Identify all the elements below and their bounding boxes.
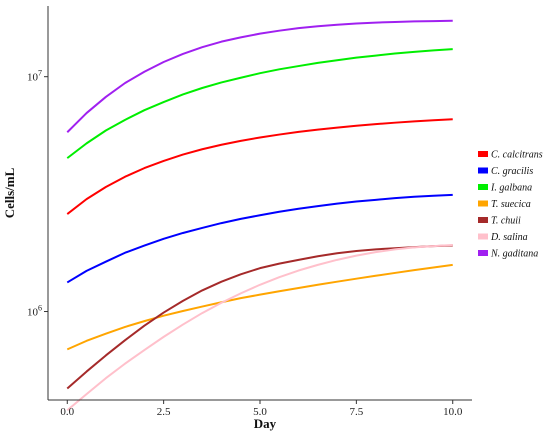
series-layer xyxy=(66,19,453,411)
legend-swatch xyxy=(478,184,488,190)
legend-label: T. suecica xyxy=(491,199,531,210)
legend: C. calcitrans C. gracilis I. galbana T. sue… xyxy=(478,150,543,260)
legend-label: I. galbana xyxy=(490,183,532,194)
x-tick-label: 2.5 xyxy=(157,406,171,418)
legend-label: C. calcitrans xyxy=(491,150,543,161)
series-line xyxy=(66,244,453,411)
y-axis: 106 107 xyxy=(27,6,49,400)
series-line xyxy=(66,48,453,159)
legend-label: C. gracilis xyxy=(491,166,533,177)
legend-swatch xyxy=(478,233,488,240)
y-tick-label: 107 xyxy=(27,69,42,84)
x-axis-title: Day xyxy=(254,416,277,431)
legend-swatch xyxy=(478,217,488,223)
series-line xyxy=(66,118,453,215)
legend-label: D. salina xyxy=(490,232,528,243)
series-line xyxy=(66,263,453,351)
x-tick-label: 10.0 xyxy=(443,406,463,418)
y-axis-title: Cells/mL xyxy=(2,167,17,218)
series-line xyxy=(66,19,453,133)
legend-label: N. gaditana xyxy=(490,249,538,260)
legend-label: T. chuii xyxy=(491,216,521,227)
x-tick-label: 5.0 xyxy=(253,406,267,418)
series-line xyxy=(66,193,453,284)
legend-swatch xyxy=(478,151,488,157)
legend-swatch xyxy=(478,167,488,174)
legend-swatch xyxy=(478,200,488,207)
x-axis: 0.0 2.5 5.0 7.5 10.0 xyxy=(48,399,472,418)
x-tick-label: 7.5 xyxy=(349,406,363,418)
y-tick-label: 106 xyxy=(27,304,42,319)
series-line xyxy=(66,244,453,390)
x-tick-label: 0.0 xyxy=(60,406,74,418)
legend-swatch xyxy=(478,250,488,256)
